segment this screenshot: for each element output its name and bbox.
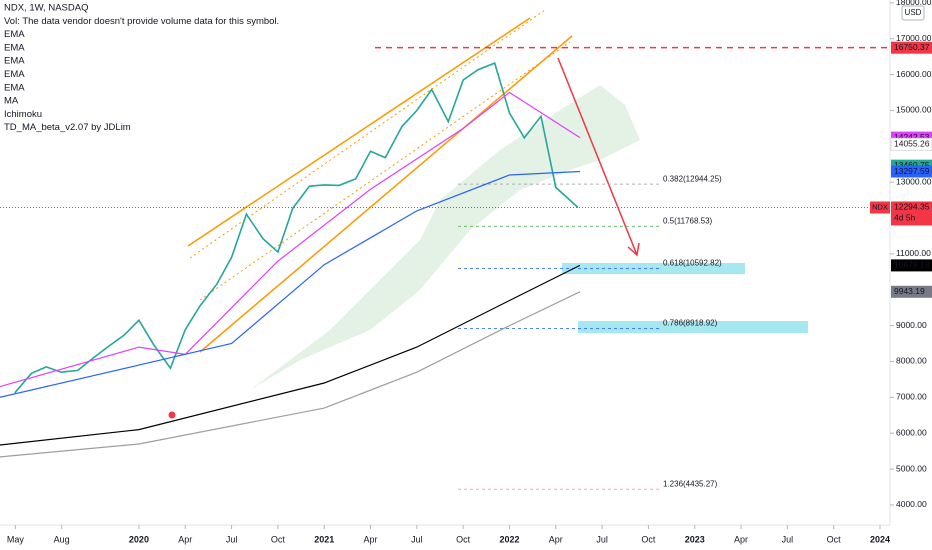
series-line [14, 62, 579, 394]
arrow [557, 57, 638, 256]
y-tick-label: 6000.00 [896, 427, 927, 437]
x-tick-label: 2021 [314, 534, 334, 544]
price-badge-label: 13297.59 [894, 166, 930, 176]
price-badge [891, 165, 932, 178]
target-box [578, 321, 808, 333]
x-tick-label: May [7, 534, 25, 544]
series-line [0, 170, 580, 398]
ichimoku-cloud [250, 85, 640, 390]
price-badge-label: 16750.37 [894, 42, 930, 52]
legend: NDX, 1W, NASDAQ Vol: The data vendor does… [4, 3, 279, 134]
y-tick-label: 13000.00 [896, 176, 932, 186]
y-tick-label: 16000.00 [896, 69, 932, 79]
currency-box[interactable] [901, 5, 925, 21]
symbol-badge [870, 201, 890, 214]
x-tick-label: Jul [226, 534, 238, 544]
last-price-badge [891, 201, 932, 226]
fib-label: 0.786(8918.92) [663, 319, 718, 328]
legend-entry: EMA [4, 42, 25, 53]
y-tick-label: 7000.00 [896, 392, 927, 402]
legend-entry: Vol: The data vendor doesn't provide vol… [4, 16, 279, 27]
x-tick-label: Apr [734, 534, 748, 544]
low-marker [167, 410, 177, 420]
channel-line [189, 9, 546, 259]
symbol-label: NDX [872, 202, 888, 211]
legend-entry: EMA [4, 56, 25, 67]
y-tick-label: 5000.00 [896, 463, 927, 473]
channel-line [187, 17, 531, 247]
x-tick-label: Oct [641, 534, 656, 544]
fib-label: 1.236(4435.27) [663, 479, 718, 488]
price-badge-label: 13460.75 [894, 160, 930, 170]
x-tick-label: 2023 [685, 534, 705, 544]
channel-line [199, 41, 571, 301]
x-tick-label: 2020 [129, 534, 149, 544]
y-tick-label: 9000.00 [896, 320, 927, 330]
y-tick-label: 15000.00 [896, 105, 932, 115]
legend-entry: EMA [4, 29, 25, 40]
price-badge [891, 259, 932, 272]
price-badge-label: 10679.13 [894, 260, 930, 270]
x-tick-label: Oct [827, 534, 842, 544]
x-tick-label: 2024 [870, 534, 890, 544]
x-tick-label: Apr [549, 534, 563, 544]
y-tick-label: 4000.00 [896, 499, 927, 509]
price-badge-label: 14242.53 [894, 132, 930, 142]
last-price-label: 12294.35 [894, 202, 930, 212]
legend-entry: MA [4, 96, 19, 107]
currency: USD [905, 8, 922, 17]
x-tick-label: 2022 [499, 534, 519, 544]
x-tick-label: Oct [456, 534, 471, 544]
x-tick-label: Aug [54, 534, 70, 544]
arrow-head [627, 242, 640, 257]
price-badge [891, 41, 932, 54]
x-tick-label: Oct [271, 534, 286, 544]
y-tick-label: 11000.00 [896, 248, 931, 258]
price-badge [891, 285, 932, 298]
x-tick-label: Jul [411, 534, 423, 544]
series-line [0, 91, 581, 388]
x-tick-label: Jul [596, 534, 608, 544]
legend-entry: EMA [4, 82, 25, 93]
legend-entry: EMA [4, 69, 25, 80]
price-badge-label: 9943.19 [894, 286, 925, 296]
x-tick-label: Jul [782, 534, 794, 544]
fib-label: 0.5(11768.53) [663, 216, 713, 225]
y-tick-label: 17000.00 [896, 33, 932, 43]
x-tick-label: Apr [178, 534, 192, 544]
fib-label: 0.382(12944.25) [663, 174, 722, 183]
legend-entry: NDX, 1W, NASDAQ [4, 3, 88, 14]
series-line [0, 264, 581, 446]
legend-entry: Ichimoku [4, 109, 42, 120]
target-box [562, 263, 745, 274]
price-badge-label: 14055.26 [894, 139, 930, 149]
fib-label: 0.618(10592.82) [663, 259, 722, 268]
series-line [0, 291, 581, 458]
legend-entry: TD_MA_beta_v2.07 by JDLim [4, 122, 131, 133]
y-tick-label: 18000.00 [896, 0, 932, 7]
channel-line [199, 35, 573, 353]
x-tick-label: Apr [364, 534, 378, 544]
price-badge [890, 137, 932, 151]
countdown: 4d 5h [894, 213, 916, 223]
y-tick-label: 8000.00 [896, 356, 927, 366]
